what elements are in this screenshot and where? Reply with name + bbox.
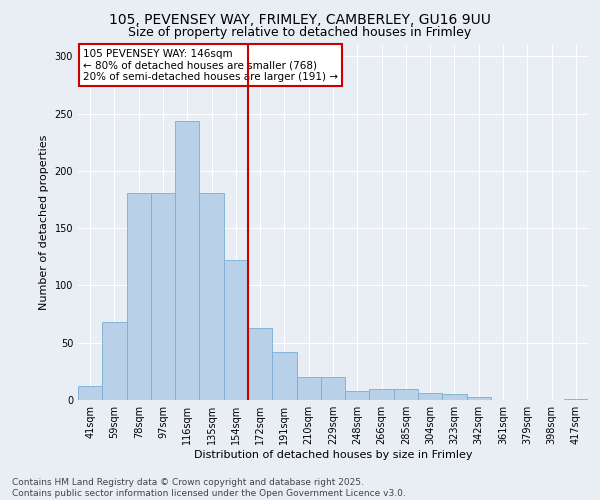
Bar [442,394,467,400]
Text: 105, PEVENSEY WAY, FRIMLEY, CAMBERLEY, GU16 9UU: 105, PEVENSEY WAY, FRIMLEY, CAMBERLEY, G… [109,12,491,26]
Bar [199,192,224,400]
Bar [467,396,491,400]
Bar [224,260,248,400]
Bar [175,120,199,400]
Bar [296,377,321,400]
Bar [345,391,370,400]
Bar [564,399,588,400]
Bar [127,192,151,400]
Text: Size of property relative to detached houses in Frimley: Size of property relative to detached ho… [128,26,472,39]
Bar [151,192,175,400]
Text: 105 PEVENSEY WAY: 146sqm
← 80% of detached houses are smaller (768)
20% of semi-: 105 PEVENSEY WAY: 146sqm ← 80% of detach… [83,48,338,82]
X-axis label: Distribution of detached houses by size in Frimley: Distribution of detached houses by size … [194,450,472,460]
Bar [321,377,345,400]
Bar [394,388,418,400]
Text: Contains HM Land Registry data © Crown copyright and database right 2025.
Contai: Contains HM Land Registry data © Crown c… [12,478,406,498]
Bar [418,393,442,400]
Bar [272,352,296,400]
Y-axis label: Number of detached properties: Number of detached properties [39,135,49,310]
Bar [78,386,102,400]
Bar [370,388,394,400]
Bar [248,328,272,400]
Bar [102,322,127,400]
